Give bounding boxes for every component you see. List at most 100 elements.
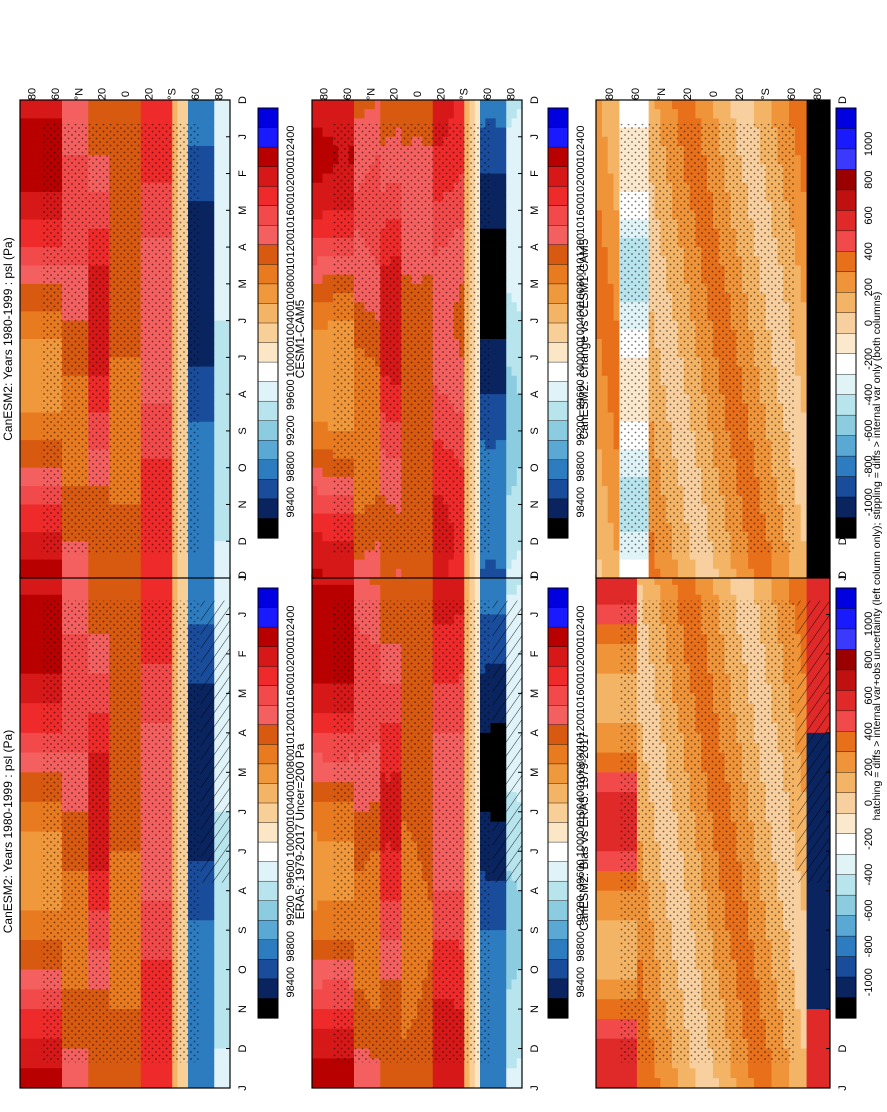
heatmap-cell bbox=[203, 1028, 210, 1040]
heatmap-cell bbox=[130, 568, 136, 579]
heatmap-cell bbox=[203, 136, 210, 147]
heatmap-cell bbox=[20, 532, 26, 542]
heatmap-cell bbox=[51, 1068, 58, 1079]
heatmap-cell bbox=[83, 594, 89, 605]
heatmap-cell bbox=[327, 614, 334, 625]
heatmap-cell bbox=[35, 752, 42, 763]
heatmap-cell bbox=[35, 430, 42, 441]
heatmap-cell bbox=[30, 1078, 37, 1089]
month-tick-label: D bbox=[237, 571, 249, 579]
heatmap-cell bbox=[125, 550, 131, 561]
heatmap-cell bbox=[35, 155, 42, 165]
heatmap-cell bbox=[312, 584, 318, 596]
heatmap-cell bbox=[30, 458, 37, 469]
heatmap-cell bbox=[219, 127, 226, 138]
heatmap-cell bbox=[30, 703, 37, 714]
heatmap-cell bbox=[219, 155, 226, 165]
heatmap-cell bbox=[354, 1078, 360, 1089]
heatmap-cell bbox=[35, 495, 42, 505]
heatmap-cell bbox=[35, 1009, 42, 1020]
heatmap-cell bbox=[219, 311, 226, 322]
heatmap-cell bbox=[203, 247, 210, 257]
heatmap-cell bbox=[214, 467, 220, 478]
heatmap-cell bbox=[46, 1078, 52, 1089]
heatmap-cell bbox=[20, 732, 26, 744]
heatmap-cell bbox=[98, 575, 105, 586]
heatmap-cell bbox=[219, 403, 226, 413]
heatmap-cell bbox=[25, 900, 31, 911]
heatmap-cell bbox=[198, 449, 205, 459]
heatmap-cell bbox=[177, 559, 184, 570]
heatmap-cell bbox=[156, 568, 163, 579]
heatmap-cell bbox=[93, 1078, 100, 1089]
heatmap-cell bbox=[41, 1058, 47, 1069]
heatmap-cell bbox=[214, 164, 220, 174]
heatmap-cell bbox=[369, 1068, 376, 1079]
heatmap-cell bbox=[198, 329, 205, 340]
heatmap-cell bbox=[98, 1078, 105, 1089]
heatmap-cell bbox=[35, 247, 42, 257]
heatmap-cell bbox=[317, 969, 323, 980]
heatmap-cell bbox=[203, 550, 210, 561]
heatmap-cell bbox=[219, 274, 226, 285]
heatmap-cell bbox=[214, 127, 220, 138]
heatmap-cell bbox=[333, 1078, 339, 1089]
heatmap-cell bbox=[369, 584, 376, 596]
heatmap-cell bbox=[35, 910, 42, 921]
heatmap-cell bbox=[224, 989, 231, 1000]
heatmap-cell bbox=[20, 1048, 26, 1059]
heatmap-cell bbox=[104, 550, 110, 561]
heatmap-cell bbox=[224, 311, 231, 322]
heatmap-cell bbox=[198, 584, 205, 596]
heatmap-cell bbox=[219, 920, 226, 931]
heatmap-cell bbox=[317, 811, 323, 823]
heatmap-cell bbox=[317, 634, 323, 645]
heatmap-cell bbox=[369, 1058, 376, 1069]
heatmap-cell bbox=[219, 559, 226, 570]
heatmap-cell bbox=[35, 1018, 42, 1030]
heatmap-cell bbox=[51, 584, 58, 596]
heatmap-cell bbox=[198, 949, 205, 961]
heatmap-cell bbox=[20, 430, 26, 441]
heatmap-cell bbox=[214, 201, 220, 211]
heatmap-cell bbox=[198, 504, 205, 515]
heatmap-cell bbox=[25, 164, 31, 174]
heatmap-cell bbox=[327, 722, 334, 734]
heatmap-cell bbox=[327, 900, 334, 911]
heatmap-cell bbox=[77, 550, 84, 561]
heatmap-cell bbox=[30, 683, 37, 694]
heatmap-cell bbox=[146, 1068, 152, 1079]
heatmap-cell bbox=[224, 228, 231, 239]
heatmap-cell bbox=[56, 559, 63, 570]
heatmap-cell bbox=[219, 522, 226, 533]
heatmap-cell bbox=[62, 118, 68, 128]
heatmap-cell bbox=[93, 100, 100, 110]
heatmap-cell bbox=[114, 584, 121, 596]
heatmap-cell bbox=[146, 118, 152, 128]
heatmap-cell bbox=[93, 584, 100, 596]
heatmap-cell bbox=[20, 703, 26, 714]
heatmap-cell bbox=[219, 100, 226, 110]
heatmap-cell bbox=[35, 1078, 42, 1089]
heatmap-cell bbox=[30, 513, 37, 524]
heatmap-cell bbox=[30, 1058, 37, 1069]
heatmap-cell bbox=[135, 109, 142, 119]
heatmap-cell bbox=[30, 467, 37, 478]
heatmap-cell bbox=[317, 742, 323, 753]
heatmap-cell bbox=[62, 100, 68, 110]
heatmap-cell bbox=[182, 575, 189, 586]
heatmap-cell bbox=[348, 584, 355, 596]
heatmap-cell bbox=[209, 559, 215, 570]
heatmap-cell bbox=[214, 283, 220, 294]
heatmap-cell bbox=[359, 1078, 365, 1089]
heatmap-cell bbox=[322, 969, 329, 980]
heatmap-cell bbox=[317, 940, 323, 951]
heatmap-cell bbox=[198, 274, 205, 285]
heatmap-cell bbox=[119, 1078, 126, 1089]
heatmap-cell bbox=[30, 999, 37, 1010]
heatmap-cell bbox=[30, 604, 37, 615]
heatmap-cell bbox=[209, 940, 215, 951]
heatmap-cell bbox=[30, 366, 37, 377]
heatmap-cell bbox=[167, 100, 173, 110]
heatmap-cell bbox=[198, 265, 205, 276]
